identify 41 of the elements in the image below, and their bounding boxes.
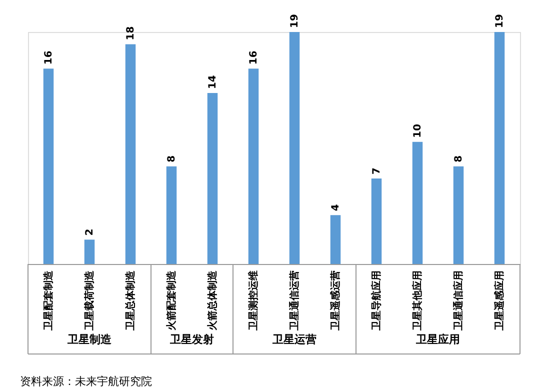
- data-label: 2: [84, 228, 96, 236]
- bar: [207, 93, 218, 264]
- x-tick-label: 卫星通信应用: [452, 270, 464, 332]
- data-label: 8: [166, 155, 178, 162]
- data-label: 16: [44, 50, 54, 65]
- x-tick-label: 卫星其他应用: [412, 270, 424, 332]
- x-tick-label: 卫星配套制造: [42, 270, 54, 332]
- x-tick-label: 火箭总体制造: [206, 270, 218, 330]
- data-label: 19: [290, 14, 300, 28]
- text: 卫星发射: [169, 333, 214, 346]
- data-label: 18: [126, 26, 136, 40]
- bar: [412, 142, 423, 264]
- data-label: 7: [372, 168, 382, 175]
- bar: [330, 215, 341, 264]
- x-tick-label: 火箭配套制造: [166, 270, 178, 330]
- x-tick-label: 卫星遥感运营: [330, 270, 342, 332]
- text: 卫星制造: [66, 333, 112, 346]
- bar: [494, 32, 505, 264]
- bar: [166, 166, 177, 264]
- data-label: 14: [208, 75, 218, 90]
- text: 卫星运营: [272, 333, 316, 346]
- data-label: 4: [330, 204, 342, 212]
- bar: [453, 166, 464, 264]
- bar: [43, 68, 54, 264]
- data-label: 8: [454, 155, 464, 162]
- x-tick-label: 卫星通信运营: [288, 270, 300, 332]
- bar: [371, 178, 382, 264]
- x-tick-label: 卫星遥感应用: [494, 270, 506, 332]
- text: 卫星应用: [415, 333, 460, 346]
- x-tick-label: 卫星载荷制造: [84, 270, 96, 332]
- data-label: 10: [412, 124, 424, 138]
- x-tick-label: 卫星总体制造: [124, 270, 136, 332]
- data-label: 16: [248, 50, 260, 65]
- bar: [125, 44, 136, 264]
- x-tick-label: 卫星导航应用: [370, 270, 382, 332]
- x-tick-label: 卫星测控运维: [248, 270, 260, 332]
- bar: [289, 32, 300, 264]
- bar: [248, 68, 259, 264]
- text: 资料来源：未来宇航研究院: [20, 375, 152, 387]
- bar: [84, 240, 95, 264]
- data-label: 19: [494, 14, 506, 28]
